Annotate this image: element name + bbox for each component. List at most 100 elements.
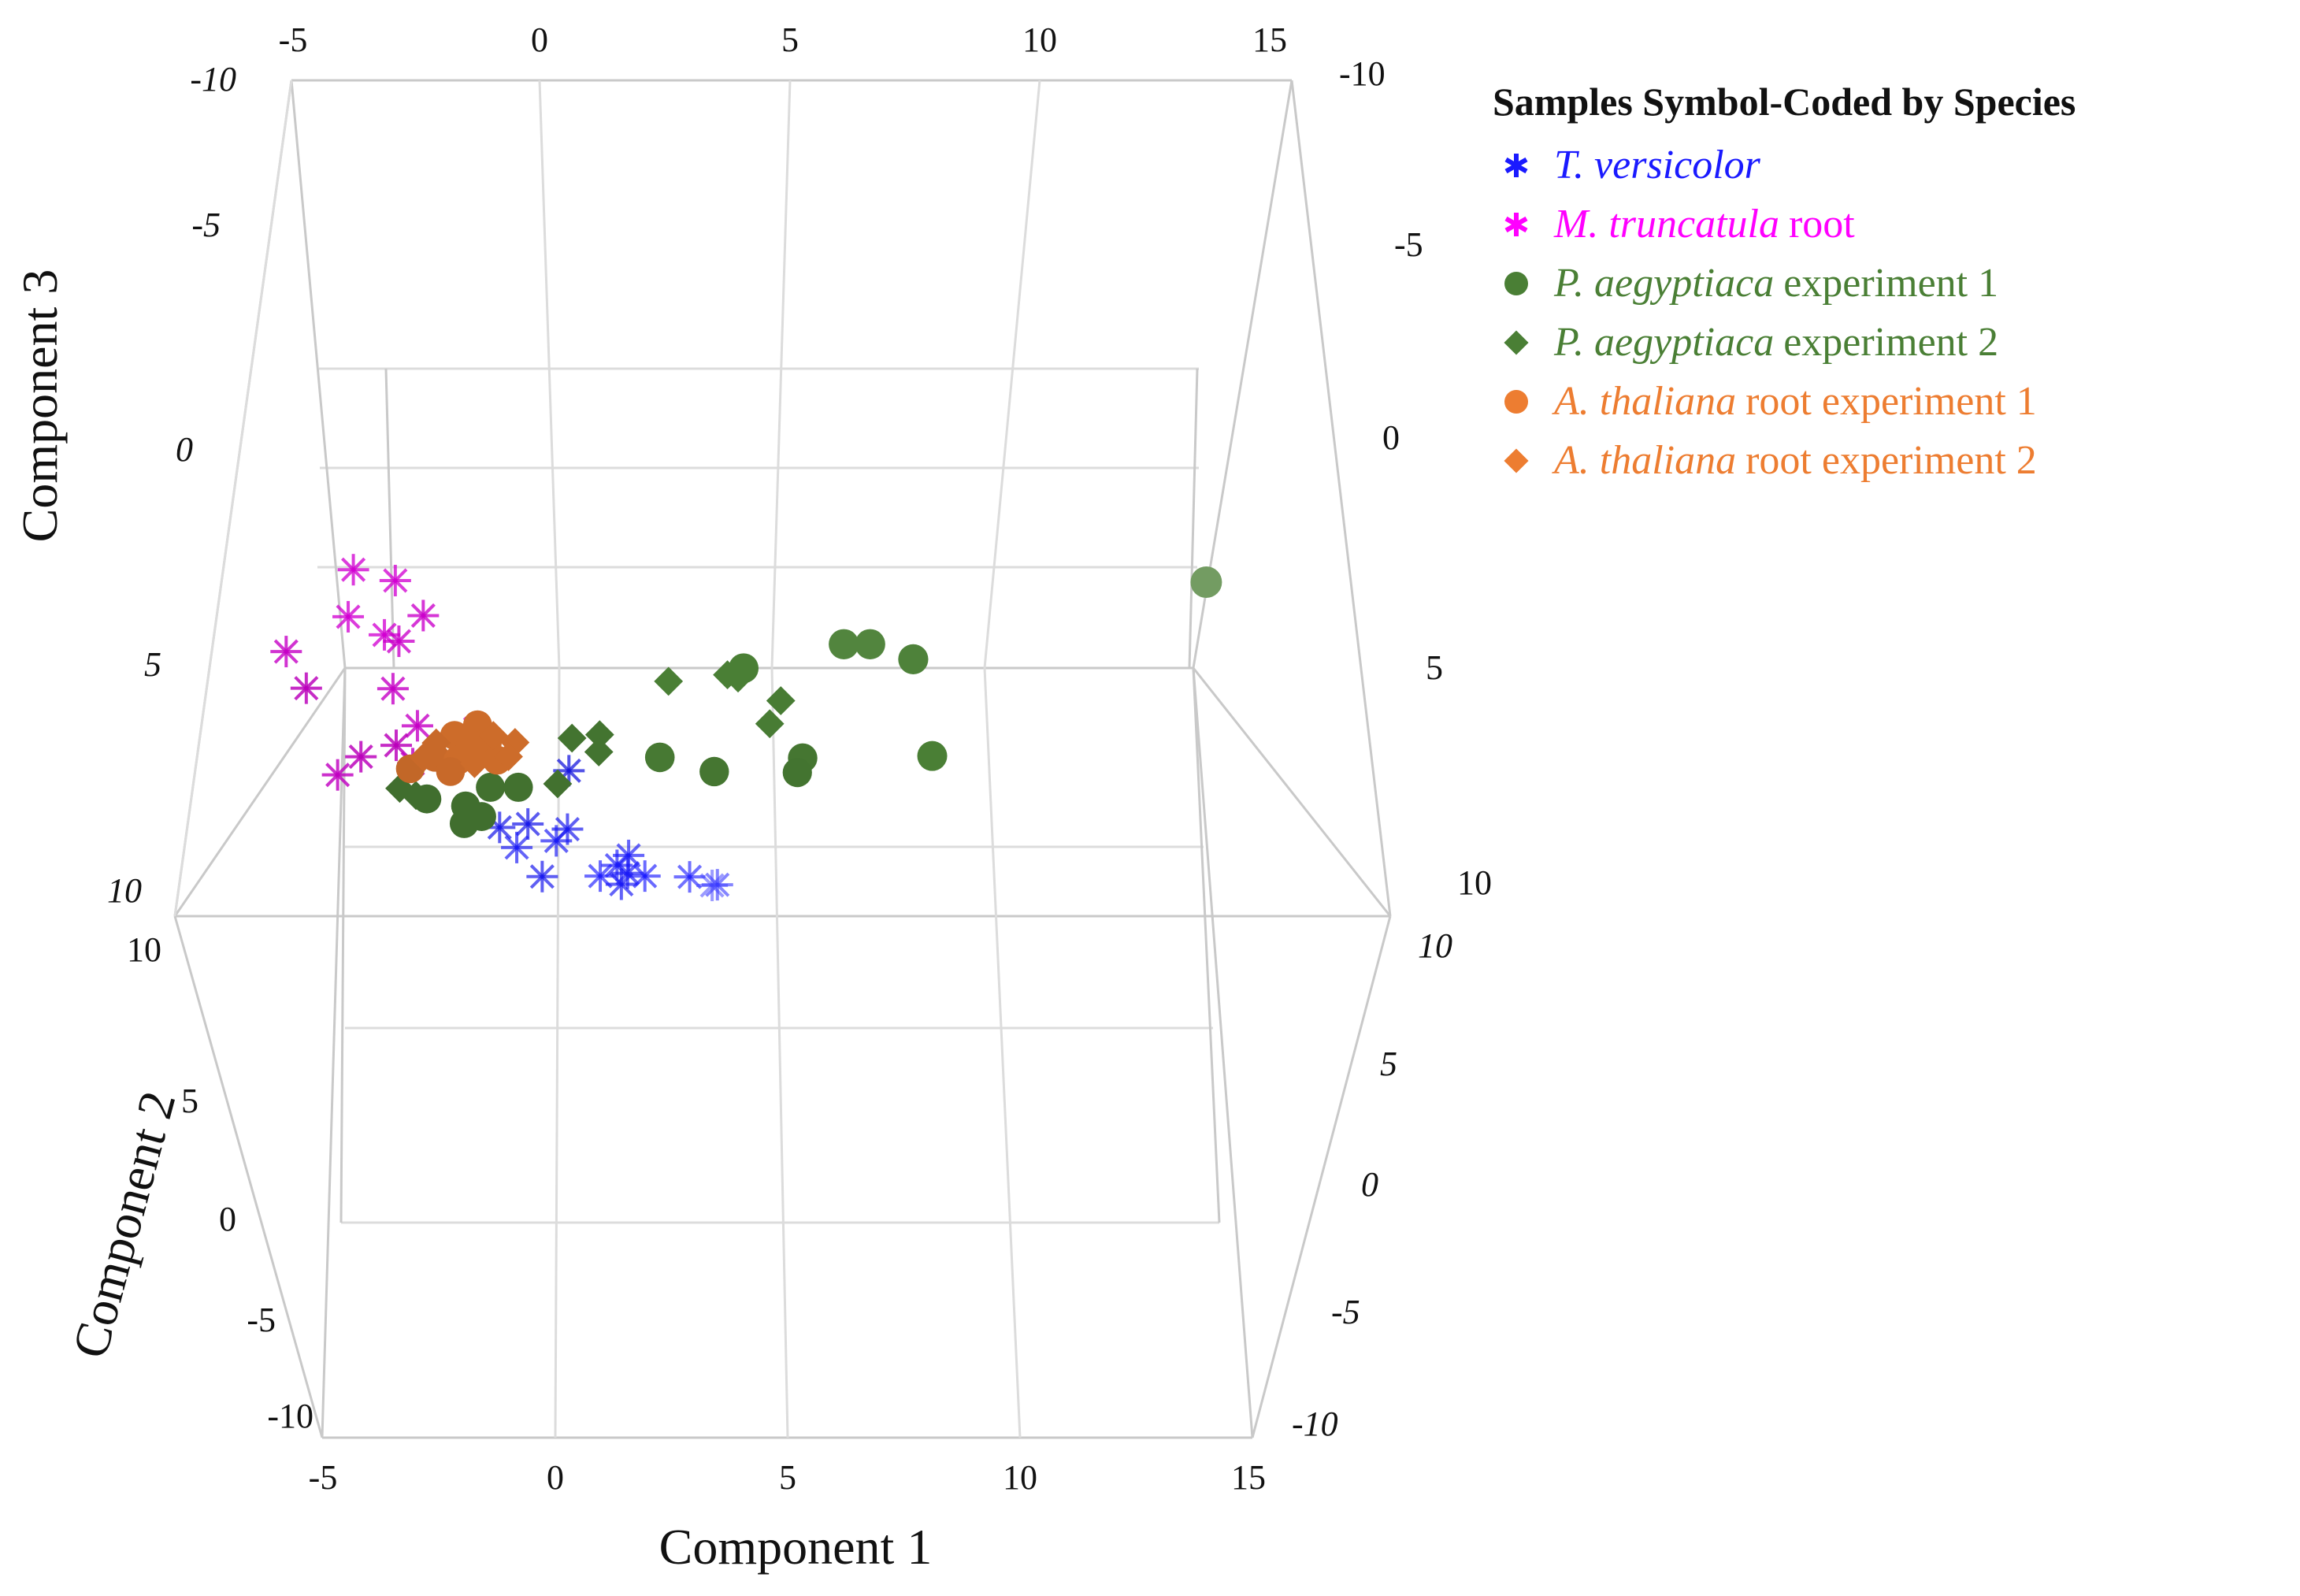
point-2-5	[917, 740, 948, 771]
x-tick-top-4: 15	[1252, 20, 1287, 59]
point-0-13	[526, 860, 558, 893]
point-1-0	[337, 554, 369, 586]
z-tick-left-4: 10	[107, 871, 142, 910]
x-tick-bottom-2: 5	[779, 1458, 796, 1497]
legend-item-tv: T. versicolor	[1493, 135, 2076, 195]
circle-icon	[1493, 260, 1540, 307]
z-tick-left-1: -5	[191, 206, 221, 244]
point-1-6	[270, 636, 302, 668]
y-tick-left-2: 0	[219, 1200, 236, 1238]
point-4-7	[436, 757, 466, 786]
x-tick-bottom-1: 0	[547, 1458, 564, 1497]
legend-item-at2: A. thaliana root experiment 2	[1493, 431, 2076, 490]
x-tick-bottom-4: 15	[1231, 1458, 1266, 1497]
point-3-5	[584, 720, 614, 750]
point-1-13	[321, 759, 354, 791]
point-0-14	[605, 868, 637, 900]
z-tick-left-3: 5	[144, 645, 161, 684]
asterisk-icon	[1493, 142, 1540, 189]
point-3-4	[755, 709, 785, 739]
legend: Samples Symbol-Coded by Species T. versi…	[1493, 79, 2076, 490]
grid-back-wall	[317, 367, 1221, 1224]
diamond-icon	[1493, 319, 1540, 366]
point-1-7	[290, 672, 322, 704]
y-tick-right-1: 5	[1380, 1045, 1397, 1083]
point-2-2	[855, 629, 885, 659]
y-tick-right-3: -5	[1331, 1293, 1360, 1331]
point-2-10	[476, 772, 506, 802]
point-3-0	[654, 666, 684, 696]
y-tick-right-0: 10	[1418, 926, 1452, 965]
z-tick-right-2: 0	[1382, 418, 1400, 457]
y-tick-right-4: -10	[1292, 1405, 1338, 1443]
point-0-1	[512, 807, 544, 840]
y-axis-title: Component 2	[61, 1086, 186, 1364]
x-tick-top-1: 0	[531, 20, 548, 59]
x-axis-title: Component 1	[659, 1519, 933, 1575]
legend-title: Samples Symbol-Coded by Species	[1493, 80, 2076, 124]
point-1-4	[407, 599, 440, 632]
y-tick-left-0: 10	[127, 930, 161, 969]
point-3-3	[766, 686, 796, 715]
point-5-5	[409, 742, 439, 772]
point-1-12	[345, 740, 377, 773]
legend-suffix: root experiment 2	[1745, 438, 2037, 483]
point-1-5	[383, 625, 415, 658]
z-tick-right-3: 5	[1426, 648, 1443, 687]
legend-item-mt: M. truncatula root	[1493, 195, 2076, 254]
legend-suffix: experiment 2	[1783, 320, 1999, 365]
x-tick-top-2: 5	[781, 20, 799, 59]
point-1-8	[377, 673, 409, 705]
series-3	[385, 660, 796, 811]
legend-species: A. thaliana	[1554, 438, 1737, 483]
legend-item-pa1: P. aegyptiaca experiment 1	[1493, 254, 2076, 313]
point-2-8	[699, 756, 729, 787]
z-tick-right-4: 10	[1457, 863, 1492, 902]
point-3-7	[584, 737, 614, 766]
z-tick-right-0: -10	[1339, 54, 1386, 93]
point-2-0	[1190, 566, 1222, 599]
x-tick-bottom-3: 10	[1003, 1458, 1037, 1497]
point-5-0	[478, 721, 508, 750]
legend-species: A. thaliana	[1554, 379, 1737, 424]
point-2-6	[644, 742, 675, 773]
point-3-6	[557, 723, 587, 753]
diamond-icon	[1493, 437, 1540, 484]
point-2-15	[449, 809, 479, 838]
point-2-11	[503, 772, 533, 802]
point-0-4	[501, 831, 533, 863]
point-3-8	[543, 769, 573, 799]
y-tick-left-1: 5	[181, 1082, 198, 1120]
y-tick-left-4: -10	[267, 1397, 313, 1435]
asterisk-icon	[1493, 201, 1540, 248]
legend-suffix: root experiment 1	[1745, 379, 2037, 424]
point-5-3	[494, 742, 523, 771]
series-2	[412, 566, 1222, 838]
grid-box-edges	[173, 79, 1392, 1439]
point-0-10	[673, 861, 706, 893]
y-tick-right-2: 0	[1361, 1165, 1378, 1204]
legend-species: T. versicolor	[1554, 143, 1760, 187]
legend-species: P. aegyptiaca	[1554, 261, 1775, 306]
z-axis-title: Component 3	[12, 269, 68, 543]
point-1-9	[401, 710, 433, 742]
legend-suffix: experiment 1	[1783, 261, 1999, 306]
x-tick-top-3: 10	[1022, 20, 1057, 59]
point-0-9	[629, 860, 661, 893]
legend-species: M. truncatula	[1554, 202, 1779, 247]
y-tick-left-3: -5	[247, 1301, 276, 1339]
z-tick-right-1: -5	[1394, 225, 1423, 264]
data-points	[270, 554, 1222, 901]
circle-icon	[1493, 378, 1540, 425]
point-3-10	[401, 781, 431, 811]
x-tick-bottom-0: -5	[309, 1458, 338, 1497]
series-5	[409, 721, 530, 778]
point-2-3	[898, 644, 929, 674]
point-2-1	[829, 629, 859, 659]
point-3-2	[723, 663, 753, 693]
legend-item-at1: A. thaliana root experiment 1	[1493, 372, 2076, 431]
point-5-4	[460, 749, 489, 778]
legend-item-pa2: P. aegyptiaca experiment 2	[1493, 313, 2076, 372]
point-2-9	[782, 758, 812, 788]
